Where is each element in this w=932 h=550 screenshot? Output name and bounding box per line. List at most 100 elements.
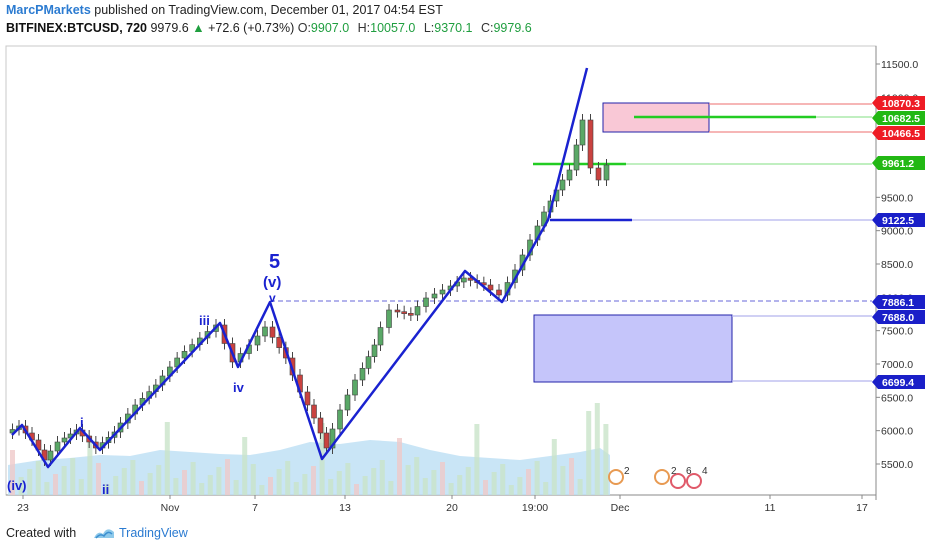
- volume-bar: [27, 469, 33, 495]
- volume-bar: [465, 467, 471, 495]
- low-label: L:: [423, 21, 435, 35]
- candle-body: [181, 351, 188, 359]
- time-axis[interactable]: 23 Nov 7 13 20 19:00 Dec 11 17: [17, 495, 868, 514]
- symbol-line: BITFINEX:BTCUSD, 720 9979.6 ▲ +72.6 (+0.…: [6, 21, 537, 35]
- volume-bar: [491, 472, 497, 495]
- volume-bar: [182, 470, 187, 495]
- volume-bar: [225, 459, 230, 495]
- time-tick-label: 11: [765, 502, 776, 514]
- low-value: 9370.1: [434, 21, 473, 35]
- event-count-2: 2: [671, 466, 677, 477]
- candle-body: [487, 284, 494, 291]
- volume-bar: [431, 470, 437, 495]
- time-tick-label: 19:00: [522, 502, 548, 514]
- candle-body: [414, 306, 421, 316]
- volume-bar: [242, 437, 248, 495]
- wave-label-iii: iii: [199, 313, 210, 328]
- volume-bar: [190, 462, 196, 495]
- candle-body: [603, 164, 610, 181]
- wave-label-iv: iv: [233, 380, 245, 395]
- last-price: 9979.6: [150, 21, 189, 35]
- volume-bar: [405, 465, 411, 495]
- volume-bar: [362, 476, 368, 495]
- price-label-value: 9122.5: [882, 215, 914, 227]
- candle-body: [461, 277, 467, 283]
- candle-body: [408, 313, 414, 316]
- volume-bar: [173, 478, 179, 495]
- volume-bar: [577, 479, 583, 495]
- volume-bar: [61, 466, 67, 495]
- candle-body: [262, 326, 268, 337]
- symbol-label: BITFINEX:BTCUSD, 720: [6, 21, 147, 35]
- volume-bar: [526, 469, 531, 495]
- candle-body: [344, 394, 351, 411]
- candle-body: [423, 297, 429, 307]
- volume-bar: [371, 468, 377, 495]
- event-flag-icon[interactable]: [654, 469, 670, 485]
- target-box-low[interactable]: [533, 314, 733, 383]
- close-label: C:: [480, 21, 494, 35]
- candle-body: [386, 309, 392, 328]
- event-flag-icon[interactable]: [670, 473, 686, 489]
- footer: Created with TradingView: [0, 520, 932, 550]
- elliott-wave-line[interactable]: [11, 67, 589, 469]
- volume-bar: [457, 475, 463, 495]
- volume-bar: [517, 477, 523, 495]
- candle-body: [559, 179, 566, 191]
- volume-bar: [18, 477, 24, 495]
- volume-bar: [268, 477, 273, 495]
- author-link[interactable]: MarcPMarkets: [6, 3, 91, 17]
- volume-bar: [354, 484, 359, 495]
- price-tick-label: 7500.0: [881, 326, 913, 338]
- event-markers[interactable]: 2 2 6 4: [608, 466, 708, 489]
- price-tick-label: 9000.0: [881, 226, 913, 238]
- volume-bar: [414, 457, 420, 495]
- price-label-tag: 10466.5: [872, 126, 925, 140]
- price-tick-label: 6000.0: [881, 426, 913, 438]
- volume-bar: [543, 482, 549, 495]
- volume-bar: [44, 482, 50, 495]
- price-label-value: 9961.2: [882, 158, 914, 170]
- volume-bar: [147, 473, 153, 495]
- volume-bar: [474, 424, 480, 495]
- volume-bar: [70, 458, 76, 495]
- price-label-value: 10870.3: [882, 98, 920, 110]
- event-flag-icon[interactable]: [686, 473, 702, 489]
- volume-bar: [78, 479, 84, 495]
- volume-bar: [422, 478, 428, 495]
- price-change: +72.6 (+0.73%): [208, 21, 295, 35]
- volume-bar: [500, 464, 506, 495]
- volume-bar: [104, 484, 110, 495]
- event-count-3: 6: [686, 466, 692, 477]
- wave-label-5: 5: [269, 251, 280, 273]
- event-flag-icon[interactable]: [608, 469, 624, 485]
- price-chart[interactable]: (iv) i ii iii iv 5 (v) v 2 2 6 4 11500.0…: [0, 40, 932, 520]
- candle-body: [352, 379, 358, 396]
- time-tick-label: 20: [446, 502, 458, 514]
- price-label-tag: 9961.2: [872, 156, 925, 170]
- price-tick-label: 5500.0: [881, 459, 913, 471]
- volume-bar: [259, 485, 265, 495]
- open-label: O:: [297, 21, 311, 35]
- tradingview-brand[interactable]: TradingView: [119, 526, 188, 540]
- volume-bar: [603, 424, 609, 495]
- candle-body: [54, 441, 61, 452]
- volume-bar: [53, 474, 58, 495]
- volume-bar: [388, 481, 394, 495]
- volume-bar: [448, 483, 454, 495]
- price-label-tag: 6699.4: [872, 375, 925, 389]
- price-tick-label: 8500.0: [881, 259, 913, 271]
- volume-bar: [87, 436, 93, 495]
- price-label-tag: 7886.1: [872, 295, 925, 309]
- candle-body: [439, 289, 446, 295]
- volume-bar: [276, 469, 282, 495]
- candle-body: [359, 368, 366, 381]
- volume-bar: [302, 474, 308, 495]
- high-label: H:: [357, 21, 371, 35]
- price-label-tag: 10682.5: [872, 111, 925, 125]
- tradingview-logo-icon[interactable]: [92, 524, 116, 544]
- volume-bar: [397, 438, 402, 495]
- candle-body: [269, 326, 276, 338]
- published-text: published on TradingView.com, December 0…: [94, 3, 443, 17]
- volume-bar: [156, 465, 162, 495]
